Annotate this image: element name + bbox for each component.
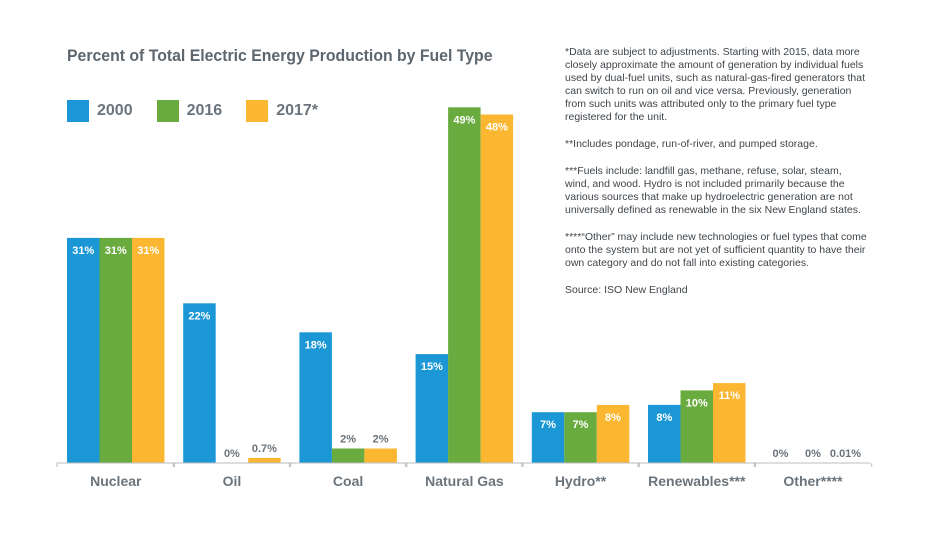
data-label-other-2017: 0.01%	[830, 448, 861, 460]
data-label-natural-gas-2016: 49%	[453, 114, 475, 126]
category-label-renewables: Renewables***	[648, 473, 746, 489]
bar-coal-2017	[364, 448, 397, 463]
footnotes: *Data are subject to adjustments. Starti…	[565, 46, 867, 311]
data-label-coal-2017: 2%	[373, 434, 389, 446]
legend-label-2016: 2016	[186, 102, 223, 119]
data-labels-layer: 31% 31% 31% 22% 0% 0.7% 18% 2% 2% 15% 49% 48% 7% 7% 8%…	[72, 114, 861, 460]
footnote-adjustments: *Data are subject to adjustments. Starti…	[565, 46, 866, 123]
footnote-other: ****“Other” may include new technologies…	[565, 231, 867, 269]
bar-renewables-2000	[648, 404, 681, 463]
data-label-oil-2000: 22%	[188, 310, 210, 322]
data-label-hydro-2016: 7%	[573, 419, 589, 431]
data-label-oil-2016: 0%	[224, 448, 240, 460]
bar-natural-gas-2017	[480, 114, 514, 463]
category-label-natural-gas: Natural Gas	[425, 473, 504, 489]
bar-oil-2017	[248, 457, 281, 463]
data-label-renewables-2016: 10%	[686, 397, 708, 409]
legend-item-2000: 2000	[67, 100, 133, 122]
bar-natural-gas-2016	[448, 107, 481, 464]
x-axis-ticks	[56, 463, 873, 467]
data-label-nuclear-2000: 31%	[72, 245, 94, 257]
bar-hydro-2000	[531, 412, 565, 463]
bar-nuclear-2017	[132, 237, 165, 463]
data-label-nuclear-2016: 31%	[105, 245, 127, 257]
data-label-other-2016: 0%	[805, 448, 821, 460]
data-label-hydro-2017: 8%	[605, 412, 621, 424]
bar-coal-2016	[331, 448, 365, 463]
data-label-other-2000: 0%	[773, 448, 789, 460]
bar-nuclear-2016	[99, 237, 132, 463]
data-label-renewables-2000: 8%	[656, 412, 672, 424]
legend-item-2017: 2017*	[246, 100, 318, 122]
bar-renewables-2016	[680, 390, 713, 463]
bar-nuclear-2000	[67, 237, 100, 463]
data-label-natural-gas-2017: 48%	[486, 122, 508, 134]
data-label-coal-2016: 2%	[340, 434, 356, 446]
bar-natural-gas-2000	[415, 354, 449, 463]
bar-coal-2000	[299, 332, 332, 463]
bar-oil-2000	[183, 303, 216, 463]
bar-renewables-2017	[713, 383, 746, 463]
legend-label-2000: 2000	[97, 102, 133, 119]
category-label-oil: Oil	[223, 473, 242, 489]
legend-swatch-2016	[156, 100, 179, 122]
legend-swatch-2017	[246, 100, 269, 122]
footnote-hydro: **Includes pondage, run-of-river, and pu…	[565, 138, 818, 150]
data-label-oil-2017: 0.7%	[252, 443, 277, 455]
chart-title: Percent of Total Electric Energy Product…	[67, 46, 493, 65]
bar-hydro-2016	[564, 412, 597, 463]
category-label-other: Other****	[783, 473, 843, 489]
legend-item-2016: 2016	[156, 100, 223, 122]
legend: 2000 2016 2017*	[67, 100, 342, 122]
bar-hydro-2017	[596, 404, 630, 463]
data-label-renewables-2017: 11%	[719, 390, 741, 402]
data-label-coal-2000: 18%	[305, 339, 327, 351]
legend-swatch-2000	[67, 100, 89, 122]
data-label-nuclear-2017: 31%	[137, 245, 159, 257]
data-label-natural-gas-2000: 15%	[421, 361, 443, 373]
category-label-nuclear: Nuclear	[90, 473, 142, 489]
category-label-coal: Coal	[333, 473, 363, 489]
footnote-renewables: ***Fuels include: landfill gas, methane,…	[565, 165, 861, 216]
category-labels-layer: Nuclear Oil Coal Natural Gas Hydro** Renewabl…	[90, 473, 843, 489]
footnote-source: Source: ISO New England	[565, 284, 688, 296]
category-label-hydro: Hydro**	[555, 473, 607, 489]
legend-label-2017: 2017*	[276, 102, 319, 119]
data-label-hydro-2000: 7%	[540, 419, 556, 431]
bars-layer	[67, 107, 746, 464]
